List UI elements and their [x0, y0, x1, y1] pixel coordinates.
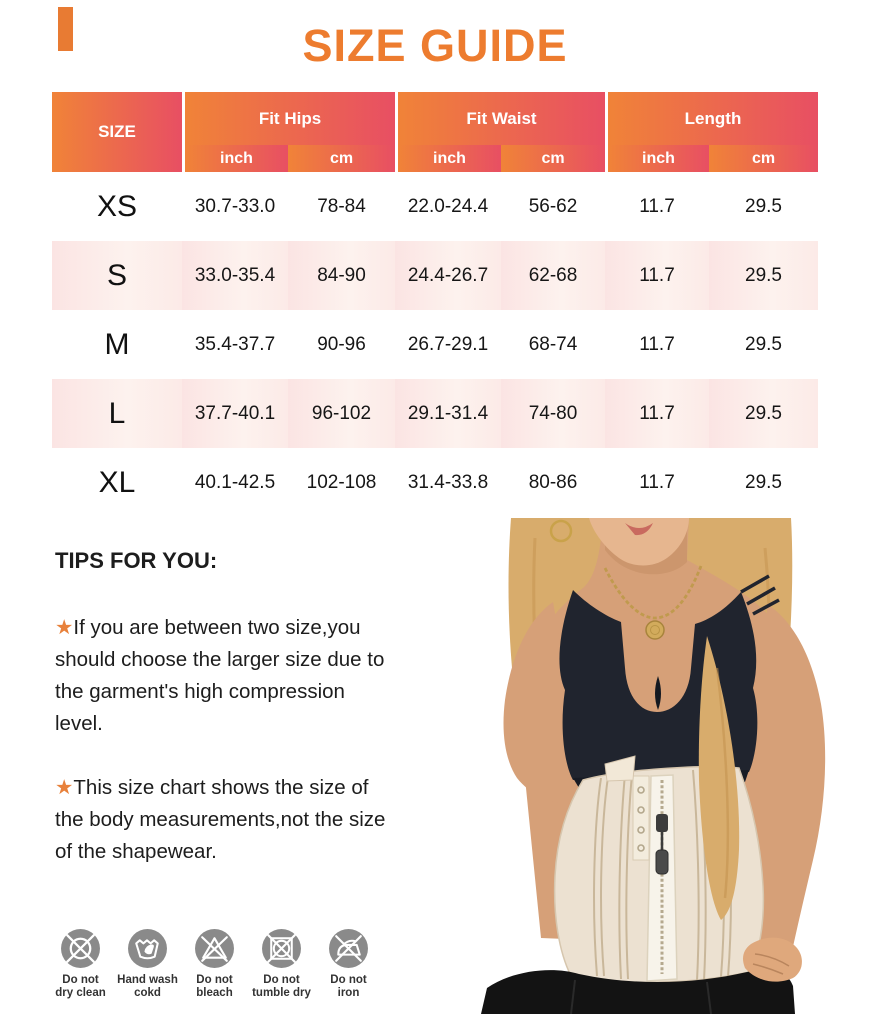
cell-value: 29.5 [745, 195, 782, 217]
cell-value: 24.4-26.7 [395, 241, 501, 310]
do-not-iron-icon [329, 929, 368, 968]
table-row-s: S 33.0-35.4 84-90 24.4-26.7 62-68 11.7 2… [52, 241, 818, 310]
cell-value: 74-80 [501, 379, 605, 448]
do-not-dry-clean-icon [61, 929, 100, 968]
cell-value: 29.5 [745, 333, 782, 355]
header-length: Length [605, 92, 818, 145]
care-instructions: Do not dry clean Hand wash cokd Do n [47, 928, 382, 1000]
size-label: M [104, 327, 130, 361]
cell-value: 11.7 [639, 333, 675, 355]
cell-value: 68-74 [528, 333, 578, 355]
cell-value: 26.7-29.1 [407, 333, 489, 355]
subheader-length-inch: inch [605, 145, 709, 172]
tip-item: ★If you are between two size,you should … [55, 612, 395, 740]
tip-text: If you are between two size,you should c… [55, 616, 385, 735]
size-label: S [52, 241, 182, 310]
cell-value: 78-84 [317, 195, 366, 217]
cell-value: 35.4-37.7 [194, 333, 276, 355]
star-bullet-icon: ★ [55, 616, 74, 639]
cell-value: 80-86 [528, 471, 578, 493]
cell-value: 29.5 [709, 379, 818, 448]
cell-value: 102-108 [306, 471, 377, 493]
cell-value: 31.4-33.8 [407, 471, 489, 493]
cell-value: 11.7 [605, 241, 709, 310]
tip-item: ★This size chart shows the size of the b… [55, 772, 395, 868]
cell-value: 62-68 [501, 241, 605, 310]
care-label: Hand wash cokd [117, 974, 178, 999]
page-title: SIZE GUIDE [302, 20, 568, 71]
subheader-waist-cm: cm [501, 145, 605, 172]
care-label: Do not iron [330, 974, 367, 999]
star-bullet-icon: ★ [55, 775, 74, 799]
cell-value: 33.0-35.4 [182, 241, 288, 310]
cell-value: 30.7-33.0 [194, 195, 276, 217]
cell-value: 11.7 [639, 195, 675, 217]
care-item: Hand wash cokd [114, 928, 181, 1000]
care-label: Do not tumble dry [252, 974, 311, 999]
header-fit-waist: Fit Waist [395, 92, 605, 145]
cell-value: 90-96 [317, 333, 366, 355]
care-item: Do not iron [315, 928, 382, 1000]
care-label: Do not dry clean [55, 974, 106, 999]
tip-text: This size chart shows the size of the bo… [55, 775, 386, 863]
do-not-tumble-dry-icon [262, 929, 301, 968]
table-row-l: L 37.7-40.1 96-102 29.1-31.4 74-80 11.7 … [52, 379, 818, 448]
cell-value: 56-62 [528, 195, 578, 217]
care-item: Do not bleach [181, 928, 248, 1000]
cell-value: 11.7 [605, 379, 709, 448]
size-label: XL [98, 465, 136, 499]
size-table-header: SIZE Fit Hips Fit Waist Length inch cm i… [52, 92, 818, 172]
cell-value: 11.7 [639, 471, 675, 493]
hand-wash-icon [128, 929, 167, 968]
size-table-body: XS 30.7-33.0 78-84 22.0-24.4 56-62 11.7 … [52, 172, 818, 517]
care-label: Do not bleach [196, 974, 233, 999]
care-item: Do not tumble dry [248, 928, 315, 1000]
subheader-hips-inch: inch [182, 145, 288, 172]
header-fit-hips: Fit Hips [182, 92, 395, 145]
size-table: SIZE Fit Hips Fit Waist Length inch cm i… [52, 92, 818, 517]
size-label: XS [96, 189, 138, 223]
cell-value: 22.0-24.4 [407, 195, 489, 217]
brand-accent-bar [58, 7, 73, 51]
cell-value: 40.1-42.5 [194, 471, 276, 493]
subheader-hips-cm: cm [288, 145, 395, 172]
header-size: SIZE [52, 92, 182, 172]
table-row-xl: XL 40.1-42.5 102-108 31.4-33.8 80-86 11.… [52, 448, 818, 517]
cell-value: 29.5 [745, 471, 782, 493]
table-row-xs: XS 30.7-33.0 78-84 22.0-24.4 56-62 11.7 … [52, 172, 818, 241]
table-row-m: M 35.4-37.7 90-96 26.7-29.1 68-74 11.7 2… [52, 310, 818, 379]
cell-value: 96-102 [288, 379, 395, 448]
subheader-waist-inch: inch [395, 145, 501, 172]
cell-value: 37.7-40.1 [182, 379, 288, 448]
tips-section: TIPS FOR YOU: ★If you are between two si… [55, 548, 395, 900]
care-item: Do not dry clean [47, 928, 114, 1000]
subheader-length-cm: cm [709, 145, 818, 172]
do-not-bleach-icon [195, 929, 234, 968]
cell-value: 29.5 [709, 241, 818, 310]
tips-heading: TIPS FOR YOU: [55, 548, 218, 573]
product-photo [481, 518, 826, 1014]
size-label: L [52, 379, 182, 448]
cell-value: 29.1-31.4 [395, 379, 501, 448]
cell-value: 84-90 [288, 241, 395, 310]
